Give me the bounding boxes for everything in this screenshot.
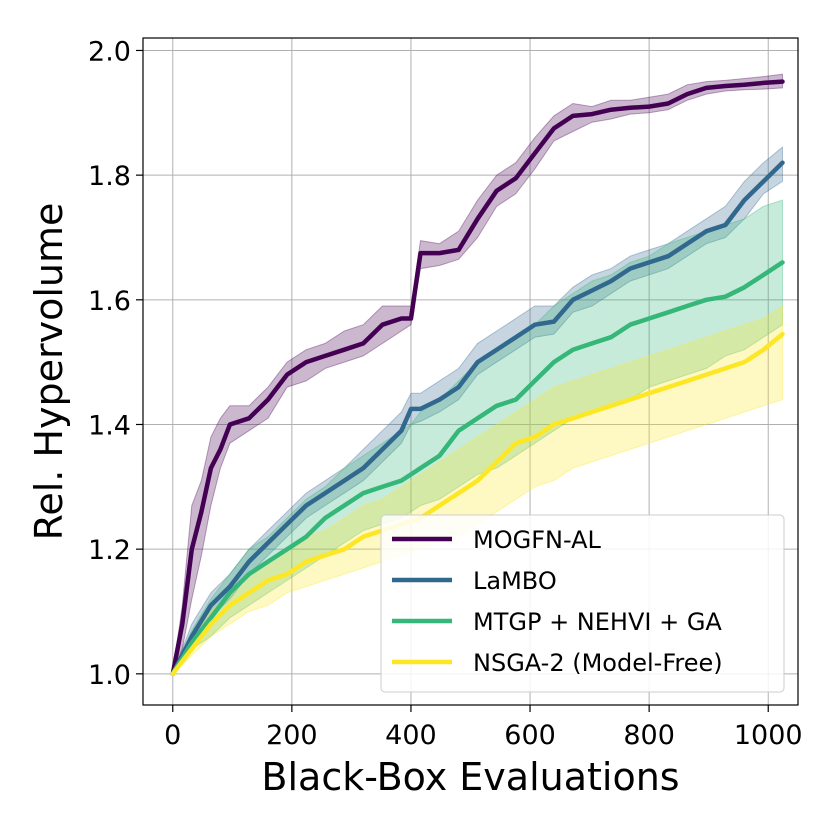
legend: MOGFN-AL LaMBO MTGP + NEHVI + GA NSGA-2 (Mo… [380, 514, 785, 693]
line-series-0 [170, 79, 785, 677]
legend-box [380, 514, 785, 693]
y-tick-label: 1.4 [88, 410, 131, 441]
legend-label-2: MTGP + NEHVI + GA [473, 608, 722, 636]
line-series-1 [170, 160, 785, 677]
x-tick-label: 200 [266, 720, 318, 751]
x-tick-label: 400 [385, 720, 437, 751]
series-lines [170, 79, 785, 677]
line-series-3 [170, 331, 785, 677]
y-tick-label: 1.0 [88, 660, 131, 691]
y-tick-label: 1.6 [88, 286, 131, 317]
x-tick-label: 600 [504, 720, 556, 751]
x-axis-title: Black-Box Evaluations [261, 755, 679, 799]
x-tick-label: 800 [623, 720, 675, 751]
legend-label-1: LaMBO [473, 567, 557, 595]
line-series-2 [170, 260, 785, 677]
legend-label-0: MOGFN-AL [473, 526, 602, 554]
plot-frame [142, 37, 799, 706]
y-tick-label: 1.8 [88, 161, 131, 192]
y-tick-label: 2.0 [88, 36, 131, 67]
legend-label-3: NSGA-2 (Model-Free) [473, 649, 723, 677]
x-tick-label: 1000 [734, 720, 803, 751]
axis-ticks: 0 200 400 600 800 1000 1.0 1.2 1.4 1.6 1.8 2.0 [88, 36, 803, 751]
y-axis-title: Rel. Hypervolume [27, 203, 71, 541]
y-tick-label: 1.2 [88, 535, 131, 566]
x-tick-label: 0 [164, 720, 181, 751]
